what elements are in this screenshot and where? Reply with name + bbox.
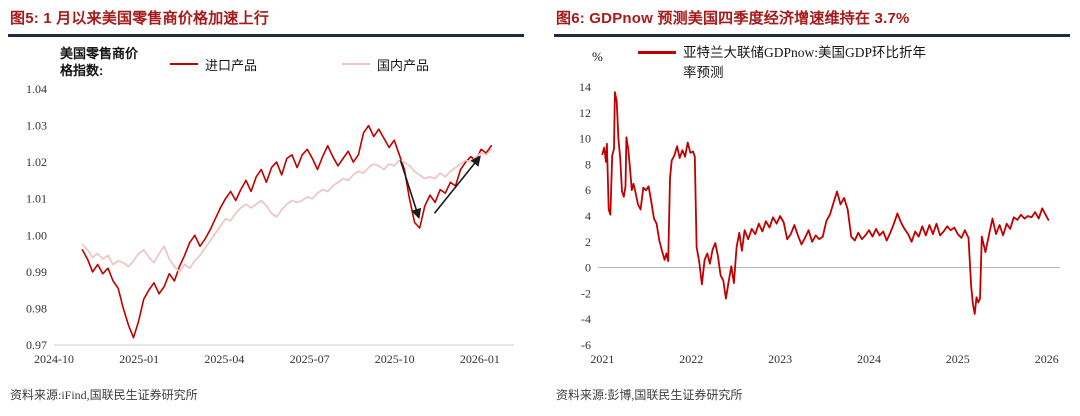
figure5-title: 图5: 1 月以来美国零售商价格加速上行 xyxy=(10,10,270,27)
svg-text:0.98: 0.98 xyxy=(26,301,47,315)
svg-text:1.01: 1.01 xyxy=(26,191,47,205)
svg-text:1.02: 1.02 xyxy=(26,155,47,169)
svg-text:-4: -4 xyxy=(581,312,591,326)
svg-text:2025-04: 2025-04 xyxy=(204,352,244,366)
svg-text:2: 2 xyxy=(585,234,591,248)
svg-text:2024-10: 2024-10 xyxy=(34,352,74,366)
svg-text:8: 8 xyxy=(585,157,591,171)
svg-text:2023: 2023 xyxy=(768,352,792,366)
svg-text:0: 0 xyxy=(585,260,591,274)
svg-text:-2: -2 xyxy=(581,286,591,300)
figure6-y-axis-unit: % xyxy=(592,48,603,64)
legend-domestic-products: 国内产品 xyxy=(342,55,429,74)
svg-text:2026: 2026 xyxy=(1035,352,1059,366)
svg-text:2025-10: 2025-10 xyxy=(375,352,415,366)
figure6-panel: 图6: GDPnow 预测美国四季度经济增速维持在 3.7% -6 -4 -2 0 2 4… xyxy=(554,6,1070,403)
svg-text:-6: -6 xyxy=(581,338,591,352)
figure6-title-rule xyxy=(554,34,1070,37)
svg-text:1.04: 1.04 xyxy=(26,82,47,96)
figure6-title: 图6: GDPnow 预测美国四季度经济增速维持在 3.7% xyxy=(556,10,910,27)
svg-text:2025-01: 2025-01 xyxy=(119,352,159,366)
figure6-chart-area: -6 -4 -2 0 2 4 6 8 10 12 14 2021 2022 2023 2024 2025 202… xyxy=(554,39,1070,381)
figure5-title-rule xyxy=(8,34,524,37)
svg-text:2021: 2021 xyxy=(590,352,614,366)
legend-domestic-products-label: 国内产品 xyxy=(377,57,430,73)
svg-text:2025: 2025 xyxy=(946,352,970,366)
figure6-source: 资料来源:彭博,国联民生证券研究所 xyxy=(556,387,743,402)
svg-text:2024: 2024 xyxy=(857,352,881,366)
legend-import-products: 进口产品 xyxy=(170,55,257,74)
svg-text:10: 10 xyxy=(579,131,591,145)
figure5-axis-note: 美国零售商价格指数: xyxy=(60,45,139,79)
svg-text:1.00: 1.00 xyxy=(26,228,47,242)
svg-text:4: 4 xyxy=(585,209,591,223)
domestic-products-line-swatch xyxy=(342,62,370,66)
svg-text:0.99: 0.99 xyxy=(26,264,47,278)
legend-gdpnow: 亚特兰大联储GDPnow:美国GDP环比折年率预测 xyxy=(638,43,948,84)
figure6-line-chart: -6 -4 -2 0 2 4 6 8 10 12 14 2021 2022 2023 2024 2025 202… xyxy=(579,80,1060,366)
svg-text:1.03: 1.03 xyxy=(26,118,47,132)
figure5-chart-area: 0.97 0.98 0.99 1.00 1.01 1.02 1.03 1.04 2024-10 2… xyxy=(8,39,524,381)
svg-text:6: 6 xyxy=(585,183,591,197)
gdpnow-line-swatch xyxy=(638,50,676,54)
figure5-panel: 图5: 1 月以来美国零售商价格加速上行 0.97 0.98 0.99 1.00 1.0… xyxy=(8,6,524,403)
figure5-source: 资料来源:iFind,国联民生证券研究所 xyxy=(10,387,198,402)
legend-import-products-label: 进口产品 xyxy=(205,57,258,73)
import-products-line-swatch xyxy=(170,62,198,66)
report-figures-row: 图5: 1 月以来美国零售商价格加速上行 0.97 0.98 0.99 1.00 1.0… xyxy=(8,6,1070,403)
svg-text:12: 12 xyxy=(579,105,591,119)
svg-text:14: 14 xyxy=(579,80,591,94)
svg-text:2026-01: 2026-01 xyxy=(460,352,500,366)
svg-text:2025-07: 2025-07 xyxy=(290,352,330,366)
svg-text:2022: 2022 xyxy=(679,352,703,366)
svg-text:0.97: 0.97 xyxy=(26,338,47,352)
legend-gdpnow-label: 亚特兰大联储GDPnow:美国GDP环比折年率预测 xyxy=(683,44,927,80)
figure5-line-chart: 0.97 0.98 0.99 1.00 1.01 1.02 1.03 1.04 2024-10 2… xyxy=(26,82,514,366)
